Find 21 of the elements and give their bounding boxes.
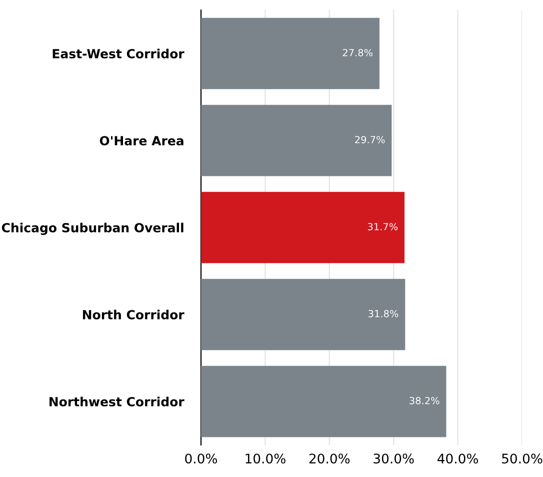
- x-tick-label: 40.0%: [437, 454, 478, 464]
- data-label: 38.2%: [410, 396, 440, 404]
- bar: [201, 278, 406, 350]
- data-label: 29.7%: [355, 136, 385, 144]
- data-label: 31.8%: [368, 310, 398, 318]
- bar: [201, 366, 446, 438]
- x-tick-label: 0.0%: [185, 454, 218, 464]
- data-label: 27.8%: [342, 48, 373, 56]
- bar: [201, 192, 405, 264]
- y-tick-label: North Corridor: [82, 310, 184, 320]
- data-label: 31.7%: [368, 222, 398, 230]
- x-tick-label: 20.0%: [309, 454, 350, 464]
- bar: [201, 104, 392, 176]
- y-tick-label: Northwest Corridor: [50, 396, 184, 406]
- y-tick-label: O'Hare Area: [100, 136, 184, 146]
- x-tick-label: 50.0%: [502, 454, 542, 464]
- y-tick-label: East-West Corridor: [52, 48, 184, 58]
- x-tick-label: 30.0%: [374, 454, 414, 464]
- y-tick-label: Chicago Suburban Overall: [2, 222, 184, 235]
- x-tick-label: 10.0%: [246, 454, 286, 464]
- bar: [201, 18, 380, 90]
